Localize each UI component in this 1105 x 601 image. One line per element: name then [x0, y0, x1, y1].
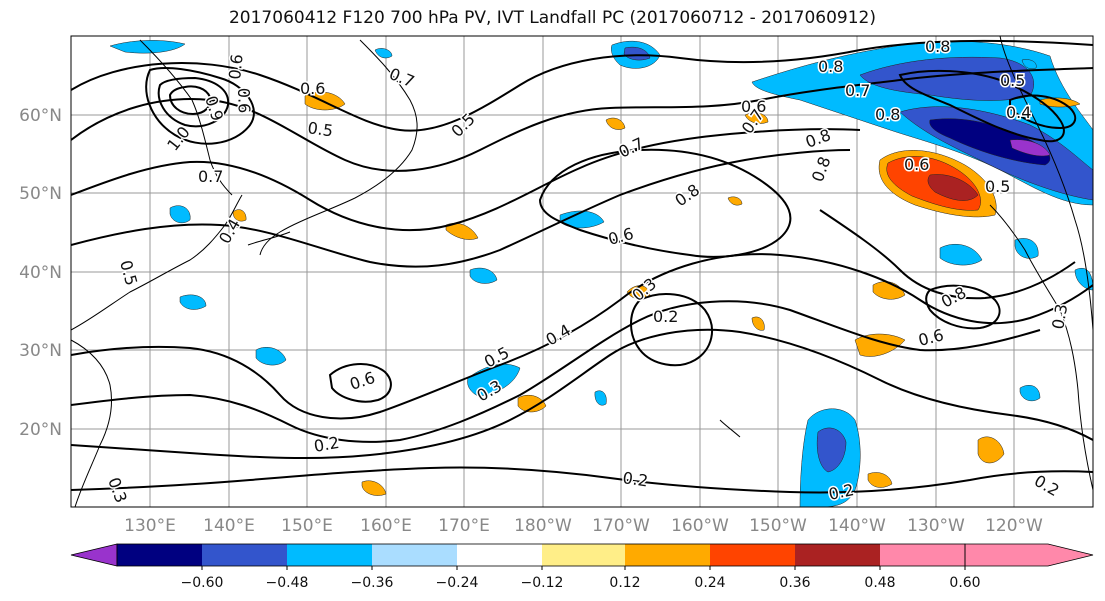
- contour-label: 0.6: [300, 79, 325, 98]
- lat-label: 50°N: [19, 184, 62, 204]
- lat-label: 30°N: [19, 341, 62, 361]
- contour-label: 0.3: [1048, 302, 1071, 330]
- lon-label: 150°E: [281, 516, 333, 536]
- lon-label: 170°W: [592, 516, 650, 536]
- colorbar-swatch: [710, 544, 795, 566]
- colorbar-tick-label: 0.24: [694, 575, 725, 591]
- contour-label: 0.5: [1000, 71, 1025, 90]
- lat-label: 40°N: [19, 263, 62, 283]
- colorbar-tick-label: 0.12: [609, 575, 640, 591]
- colorbar-frame: [116, 543, 966, 567]
- colorbar-swatch: [117, 544, 202, 566]
- colorbar-swatch: [457, 544, 542, 566]
- contour-label: 0.6: [234, 87, 254, 113]
- colorbar-swatch: [542, 544, 625, 566]
- colorbar-swatch: [287, 544, 372, 566]
- map-frame: [70, 35, 1094, 508]
- lon-label: 140°E: [203, 516, 255, 536]
- contour-label: 0.7: [845, 81, 870, 100]
- colorbar-tick-label: −0.60: [181, 575, 224, 591]
- lon-label: 140°W: [828, 516, 886, 536]
- colorbar: −0.60 −0.48 −0.36 −0.24 −0.12 0.12 0.24 …: [70, 543, 1094, 591]
- colorbar-swatch: [795, 544, 880, 566]
- lon-label: 180°W: [514, 516, 572, 536]
- colorbar-tick-label: −0.24: [436, 575, 479, 591]
- contour-label: 0.6: [741, 97, 766, 116]
- colorbar-swatch: [625, 544, 710, 566]
- contour-label: 0.5: [306, 118, 334, 140]
- colorbar-tick-label: 0.36: [779, 575, 810, 591]
- lon-label: 170°E: [438, 516, 490, 536]
- contour-label: 0.8: [875, 105, 900, 124]
- colorbar-tick-label: 0.48: [864, 575, 895, 591]
- colorbar-tick-label: 0.60: [949, 575, 980, 591]
- contour-label: 0.7: [198, 167, 223, 186]
- lon-labels: 130°E 140°E 150°E 160°E 170°E 180°W 170°…: [124, 516, 1043, 536]
- pc-shading: [109, 40, 1093, 507]
- lon-label: 120°W: [985, 516, 1043, 536]
- contour-label: 0.4: [1006, 103, 1031, 122]
- colorbar-swatch: [372, 544, 457, 566]
- lon-label: 130°W: [907, 516, 965, 536]
- contour-label: 0.6: [904, 155, 929, 174]
- lon-label: 160°W: [671, 516, 729, 536]
- contour-label: 0.6: [225, 53, 247, 80]
- lon-label: 160°E: [360, 516, 412, 536]
- contour-label: 0.5: [985, 177, 1010, 196]
- figure-title: 2017060412 F120 700 hPa PV, IVT Landfall…: [228, 8, 876, 28]
- colorbar-tick-label: −0.48: [266, 575, 309, 591]
- contour-label: 0.2: [653, 307, 678, 326]
- contour-label: 0.8: [925, 37, 950, 56]
- contour-label: 0.2: [621, 468, 649, 490]
- colorbar-swatch: [202, 544, 287, 566]
- lat-label: 20°N: [19, 420, 62, 440]
- negative-core-4: [1009, 139, 1051, 157]
- coastlines: [71, 36, 1093, 507]
- lat-label: 60°N: [19, 106, 62, 126]
- lat-labels: 60°N 50°N 40°N 30°N 20°N: [19, 106, 62, 440]
- colorbar-tick-label: −0.12: [521, 575, 564, 591]
- colorbar-extend-left: [70, 543, 118, 567]
- colorbar-tick-label: −0.36: [351, 575, 394, 591]
- contour-label: 0.8: [818, 57, 843, 76]
- lon-label: 150°W: [749, 516, 807, 536]
- colorbar-ticks: [201, 566, 966, 570]
- colorbar-extend-right: [964, 543, 1094, 567]
- pv-contours: [71, 39, 1093, 494]
- colorbar-swatch: [880, 544, 965, 566]
- lon-label: 130°E: [124, 516, 176, 536]
